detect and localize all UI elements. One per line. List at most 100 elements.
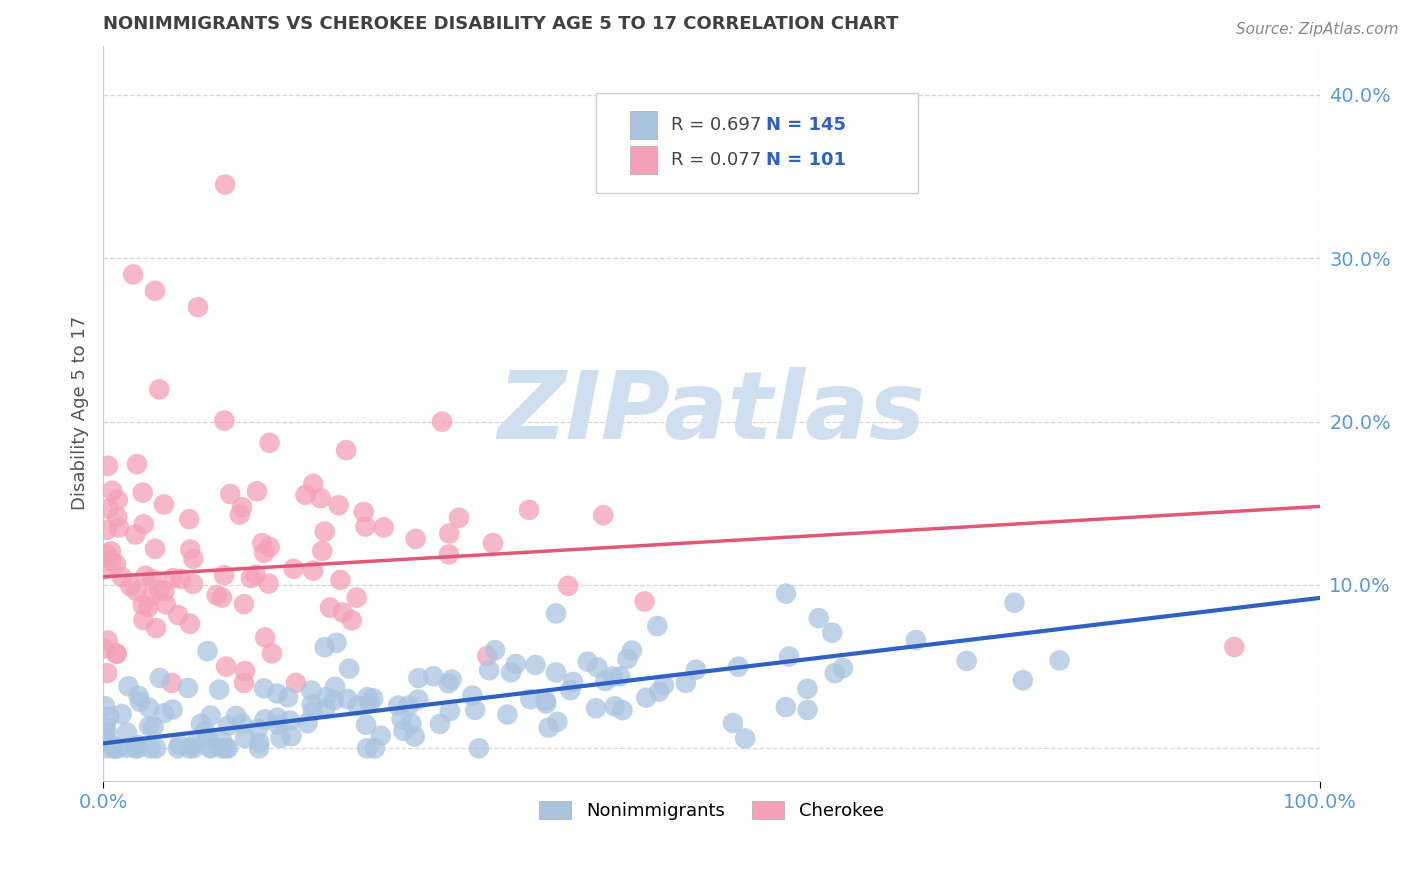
Point (544, 607, 567, 621)
Point (94, 728, 117, 742)
FancyBboxPatch shape (630, 145, 657, 174)
FancyBboxPatch shape (630, 112, 657, 139)
Point (127, 738, 149, 752)
Point (132, 598, 155, 612)
Point (120, 579, 142, 593)
Point (537, 721, 560, 735)
Point (557, 579, 579, 593)
Point (100, 553, 122, 567)
Point (103, 741, 125, 756)
Point (408, 671, 430, 685)
Point (179, 741, 201, 756)
Point (205, 588, 228, 602)
Point (346, 698, 368, 713)
Point (197, 731, 219, 745)
Point (139, 590, 162, 604)
Point (162, 702, 184, 716)
Point (340, 613, 363, 627)
Point (464, 703, 486, 717)
Point (217, 719, 239, 733)
Point (727, 659, 749, 673)
Point (167, 607, 190, 622)
Point (247, 741, 270, 756)
Point (562, 675, 585, 690)
Point (215, 741, 238, 756)
Point (477, 648, 499, 663)
Point (297, 716, 319, 731)
Point (335, 443, 357, 458)
Point (94, 720, 117, 734)
Point (517, 503, 540, 517)
Point (132, 613, 155, 627)
Point (315, 690, 337, 705)
Point (299, 683, 322, 698)
Point (153, 498, 176, 512)
Point (1049, 653, 1071, 667)
Point (734, 731, 756, 746)
Point (100, 544, 122, 558)
Point (211, 734, 233, 748)
Point (231, 716, 253, 731)
Point (254, 631, 277, 645)
FancyBboxPatch shape (596, 94, 918, 193)
Point (259, 540, 281, 554)
Point (586, 660, 609, 674)
Point (96, 666, 118, 681)
Legend: Nonimmigrants, Cherokee: Nonimmigrants, Cherokee (531, 793, 891, 827)
Point (398, 698, 420, 713)
Point (314, 524, 336, 539)
Point (633, 594, 655, 608)
Point (138, 719, 160, 733)
Point (404, 730, 426, 744)
Point (323, 680, 346, 694)
Point (266, 686, 288, 700)
Point (229, 508, 252, 522)
Point (302, 564, 325, 578)
Point (484, 643, 506, 657)
Point (373, 520, 395, 534)
Point (294, 488, 316, 502)
Point (115, 740, 138, 755)
Point (208, 682, 231, 697)
Point (245, 567, 267, 582)
Point (98, 709, 121, 723)
Text: NONIMMIGRANTS VS CHEROKEE DISABILITY AGE 5 TO 17 CORRELATION CHART: NONIMMIGRANTS VS CHEROKEE DISABILITY AGE… (103, 15, 898, 33)
Point (278, 714, 301, 728)
Point (387, 698, 409, 713)
Point (97, 633, 120, 648)
Point (519, 692, 541, 706)
Point (807, 611, 830, 625)
Point (595, 673, 617, 688)
Point (111, 706, 134, 721)
Point (356, 690, 378, 705)
Point (325, 636, 347, 650)
Point (260, 647, 283, 661)
Point (233, 597, 256, 611)
Point (354, 519, 377, 533)
Point (190, 717, 212, 731)
Point (406, 692, 429, 706)
Y-axis label: Disability Age 5 to 17: Disability Age 5 to 17 (72, 316, 89, 510)
Point (233, 731, 256, 745)
Point (115, 725, 138, 739)
Point (269, 731, 291, 745)
Point (284, 676, 307, 690)
Point (501, 665, 523, 680)
Point (311, 544, 333, 558)
Point (422, 669, 444, 683)
Point (956, 654, 979, 668)
Point (364, 741, 387, 756)
Point (322, 693, 344, 707)
Point (128, 689, 150, 703)
Point (353, 505, 375, 519)
Point (94, 699, 117, 714)
Point (149, 671, 172, 685)
Point (361, 691, 384, 706)
Point (429, 717, 451, 731)
Point (647, 619, 669, 633)
Point (124, 527, 146, 541)
Point (107, 741, 129, 756)
Point (181, 577, 204, 591)
Point (301, 698, 323, 712)
Point (166, 741, 188, 756)
